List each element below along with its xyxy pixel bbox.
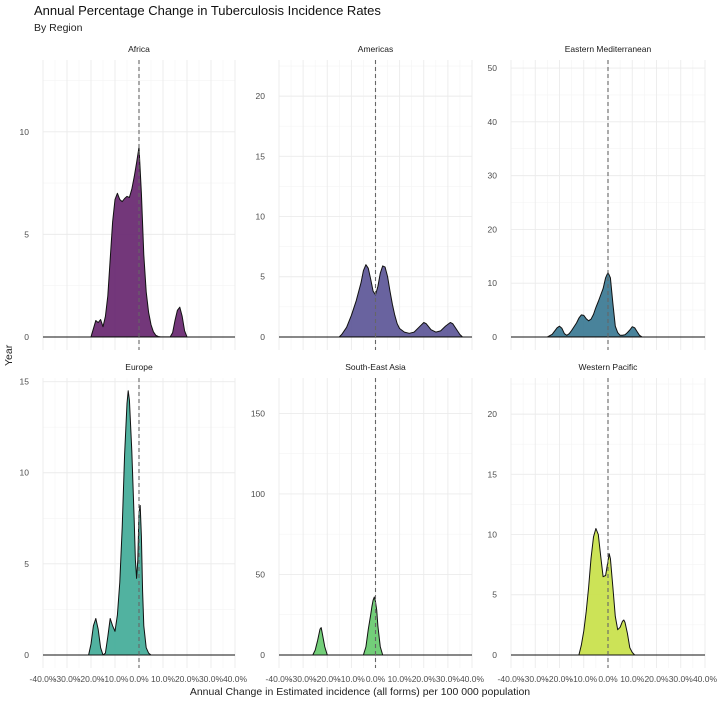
x-tick-label: -10.0% [102,674,129,684]
y-tick-label: 30 [488,171,498,181]
chart-subtitle: By Region [34,22,83,34]
chart-title: Annual Percentage Change in Tuberculosis… [34,3,381,18]
x-tick-label: 20.0% [644,674,669,684]
x-tick-label: 30.0% [199,674,224,684]
x-tick-label: -40.0% [266,674,293,684]
panel-south-east-asia: South-East Asia 0 50 100 150 -40.0%-30.0%-20.… [251,362,485,684]
y-tick-label: 10 [488,278,498,288]
y-tick-label: 100 [251,489,265,499]
y-tick-label: 0 [24,332,29,342]
y-tick-label: 10 [20,127,30,137]
density-area [578,528,636,656]
panel-americas: Americas 0 5 10 15 20 [256,44,473,350]
strip-label: South-East Asia [345,362,406,372]
density-area [338,264,463,338]
x-tick-label: -10.0% [570,674,597,684]
x-tick-label: 10.0% [620,674,645,684]
density-area [546,271,643,338]
y-tick-label: 0 [24,650,29,660]
y-tick-label: 15 [256,151,266,161]
y-tick-label: 20 [256,91,266,101]
y-tick-label: 50 [256,569,266,579]
x-tick-label: -30.0% [54,674,81,684]
y-tick-label: 15 [488,469,498,479]
y-tick-label: 5 [492,590,497,600]
x-tick-label: -30.0% [522,674,549,684]
y-tick-label: 0 [260,332,265,342]
y-tick-label: 5 [24,559,29,569]
panel-eastern-mediterranean: Eastern Mediterranean 0 10 20 30 40 50 [488,44,706,350]
y-tick-label: 150 [251,408,265,418]
x-tick-label: -40.0% [30,674,57,684]
x-tick-label: -20.0% [78,674,105,684]
x-tick-label: 0.0% [598,674,618,684]
density-area [312,596,384,656]
y-tick-label: 40 [488,117,498,127]
y-tick-label: 0 [260,650,265,660]
x-axis-label: Annual Change in Estimated incidence (al… [189,686,531,698]
strip-label: Eastern Mediterranean [565,44,652,54]
y-tick-label: 5 [24,229,29,239]
density-area [88,390,152,656]
x-tick-label: 30.0% [436,674,461,684]
x-tick-label: 0.0% [129,674,149,684]
strip-label: Western Pacific [579,362,639,372]
x-tick-label: 10.0% [151,674,176,684]
y-tick-label: 20 [488,409,498,419]
x-tick-label: 10.0% [388,674,413,684]
x-tick-label: 30.0% [669,674,694,684]
strip-label: Americas [358,44,393,54]
x-tick-label: 40.0% [693,674,718,684]
x-tick-label: -20.0% [314,674,341,684]
y-tick-label: 15 [20,377,30,387]
x-tick-label: -40.0% [498,674,525,684]
y-tick-label: 0 [492,332,497,342]
x-tick-label: -20.0% [546,674,573,684]
x-tick-label: 40.0% [460,674,485,684]
y-tick-label: 10 [488,530,498,540]
strip-label: Europe [125,362,153,372]
x-tick-label: 0.0% [366,674,386,684]
panel-europe: Europe 0 5 10 15 -40.0%-30.0%-20.0%-10.0% 0.0%… [20,362,248,684]
y-tick-label: 0 [492,650,497,660]
x-tick-label: 40.0% [223,674,248,684]
y-tick-label: 20 [488,224,498,234]
x-tick-label: 20.0% [175,674,200,684]
y-tick-label: 10 [20,468,30,478]
x-tick-label: -30.0% [290,674,317,684]
y-tick-label: 10 [256,212,266,222]
x-tick-label: 20.0% [412,674,437,684]
panel-western-pacific: Western Pacific 0 5 10 15 20 -40.0%-30.0%-20.0… [488,362,718,684]
y-tick-label: 5 [260,272,265,282]
strip-label: Africa [128,44,150,54]
panel-africa: Africa 0 5 10 [20,44,236,350]
y-tick-label: 50 [488,63,498,73]
x-tick-label: -10.0% [338,674,365,684]
